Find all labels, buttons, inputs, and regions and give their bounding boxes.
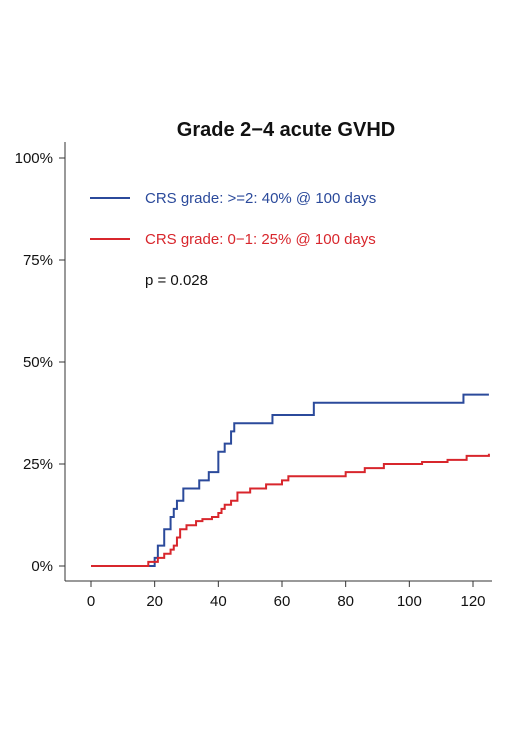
x-tick-label: 80 xyxy=(337,593,354,610)
chart-title: Grade 2−4 acute GVHD xyxy=(177,119,395,141)
x-tick-label: 0 xyxy=(87,593,95,610)
y-tick-label: 25% xyxy=(23,456,53,473)
legend-label-crs-0-1: CRS grade: 0−1: 25% @ 100 days xyxy=(145,231,376,248)
curve-crs-ge2 xyxy=(91,393,489,567)
p-value-annotation: p = 0.028 xyxy=(145,272,208,289)
y-tick-label: 75% xyxy=(23,252,53,269)
x-tick-label: 20 xyxy=(146,593,163,610)
y-tick-label: 100% xyxy=(15,150,53,167)
legend-label-crs-ge2: CRS grade: >=2: 40% @ 100 days xyxy=(145,190,376,207)
x-tick-label: 60 xyxy=(274,593,291,610)
y-axis-ticks: 0% 25% 50% 75% 100% xyxy=(15,150,65,575)
axes xyxy=(64,142,492,582)
x-axis-ticks: 0 20 40 60 80 100 120 xyxy=(87,581,486,610)
x-tick-label: 40 xyxy=(210,593,227,610)
x-tick-label: 100 xyxy=(397,593,422,610)
legend: CRS grade: >=2: 40% @ 100 days CRS grade… xyxy=(90,190,376,289)
curve-crs-0-1 xyxy=(91,453,490,567)
y-tick-label: 0% xyxy=(31,558,53,575)
y-tick-label: 50% xyxy=(23,354,53,371)
x-tick-label: 120 xyxy=(460,593,485,610)
curves xyxy=(91,393,490,567)
